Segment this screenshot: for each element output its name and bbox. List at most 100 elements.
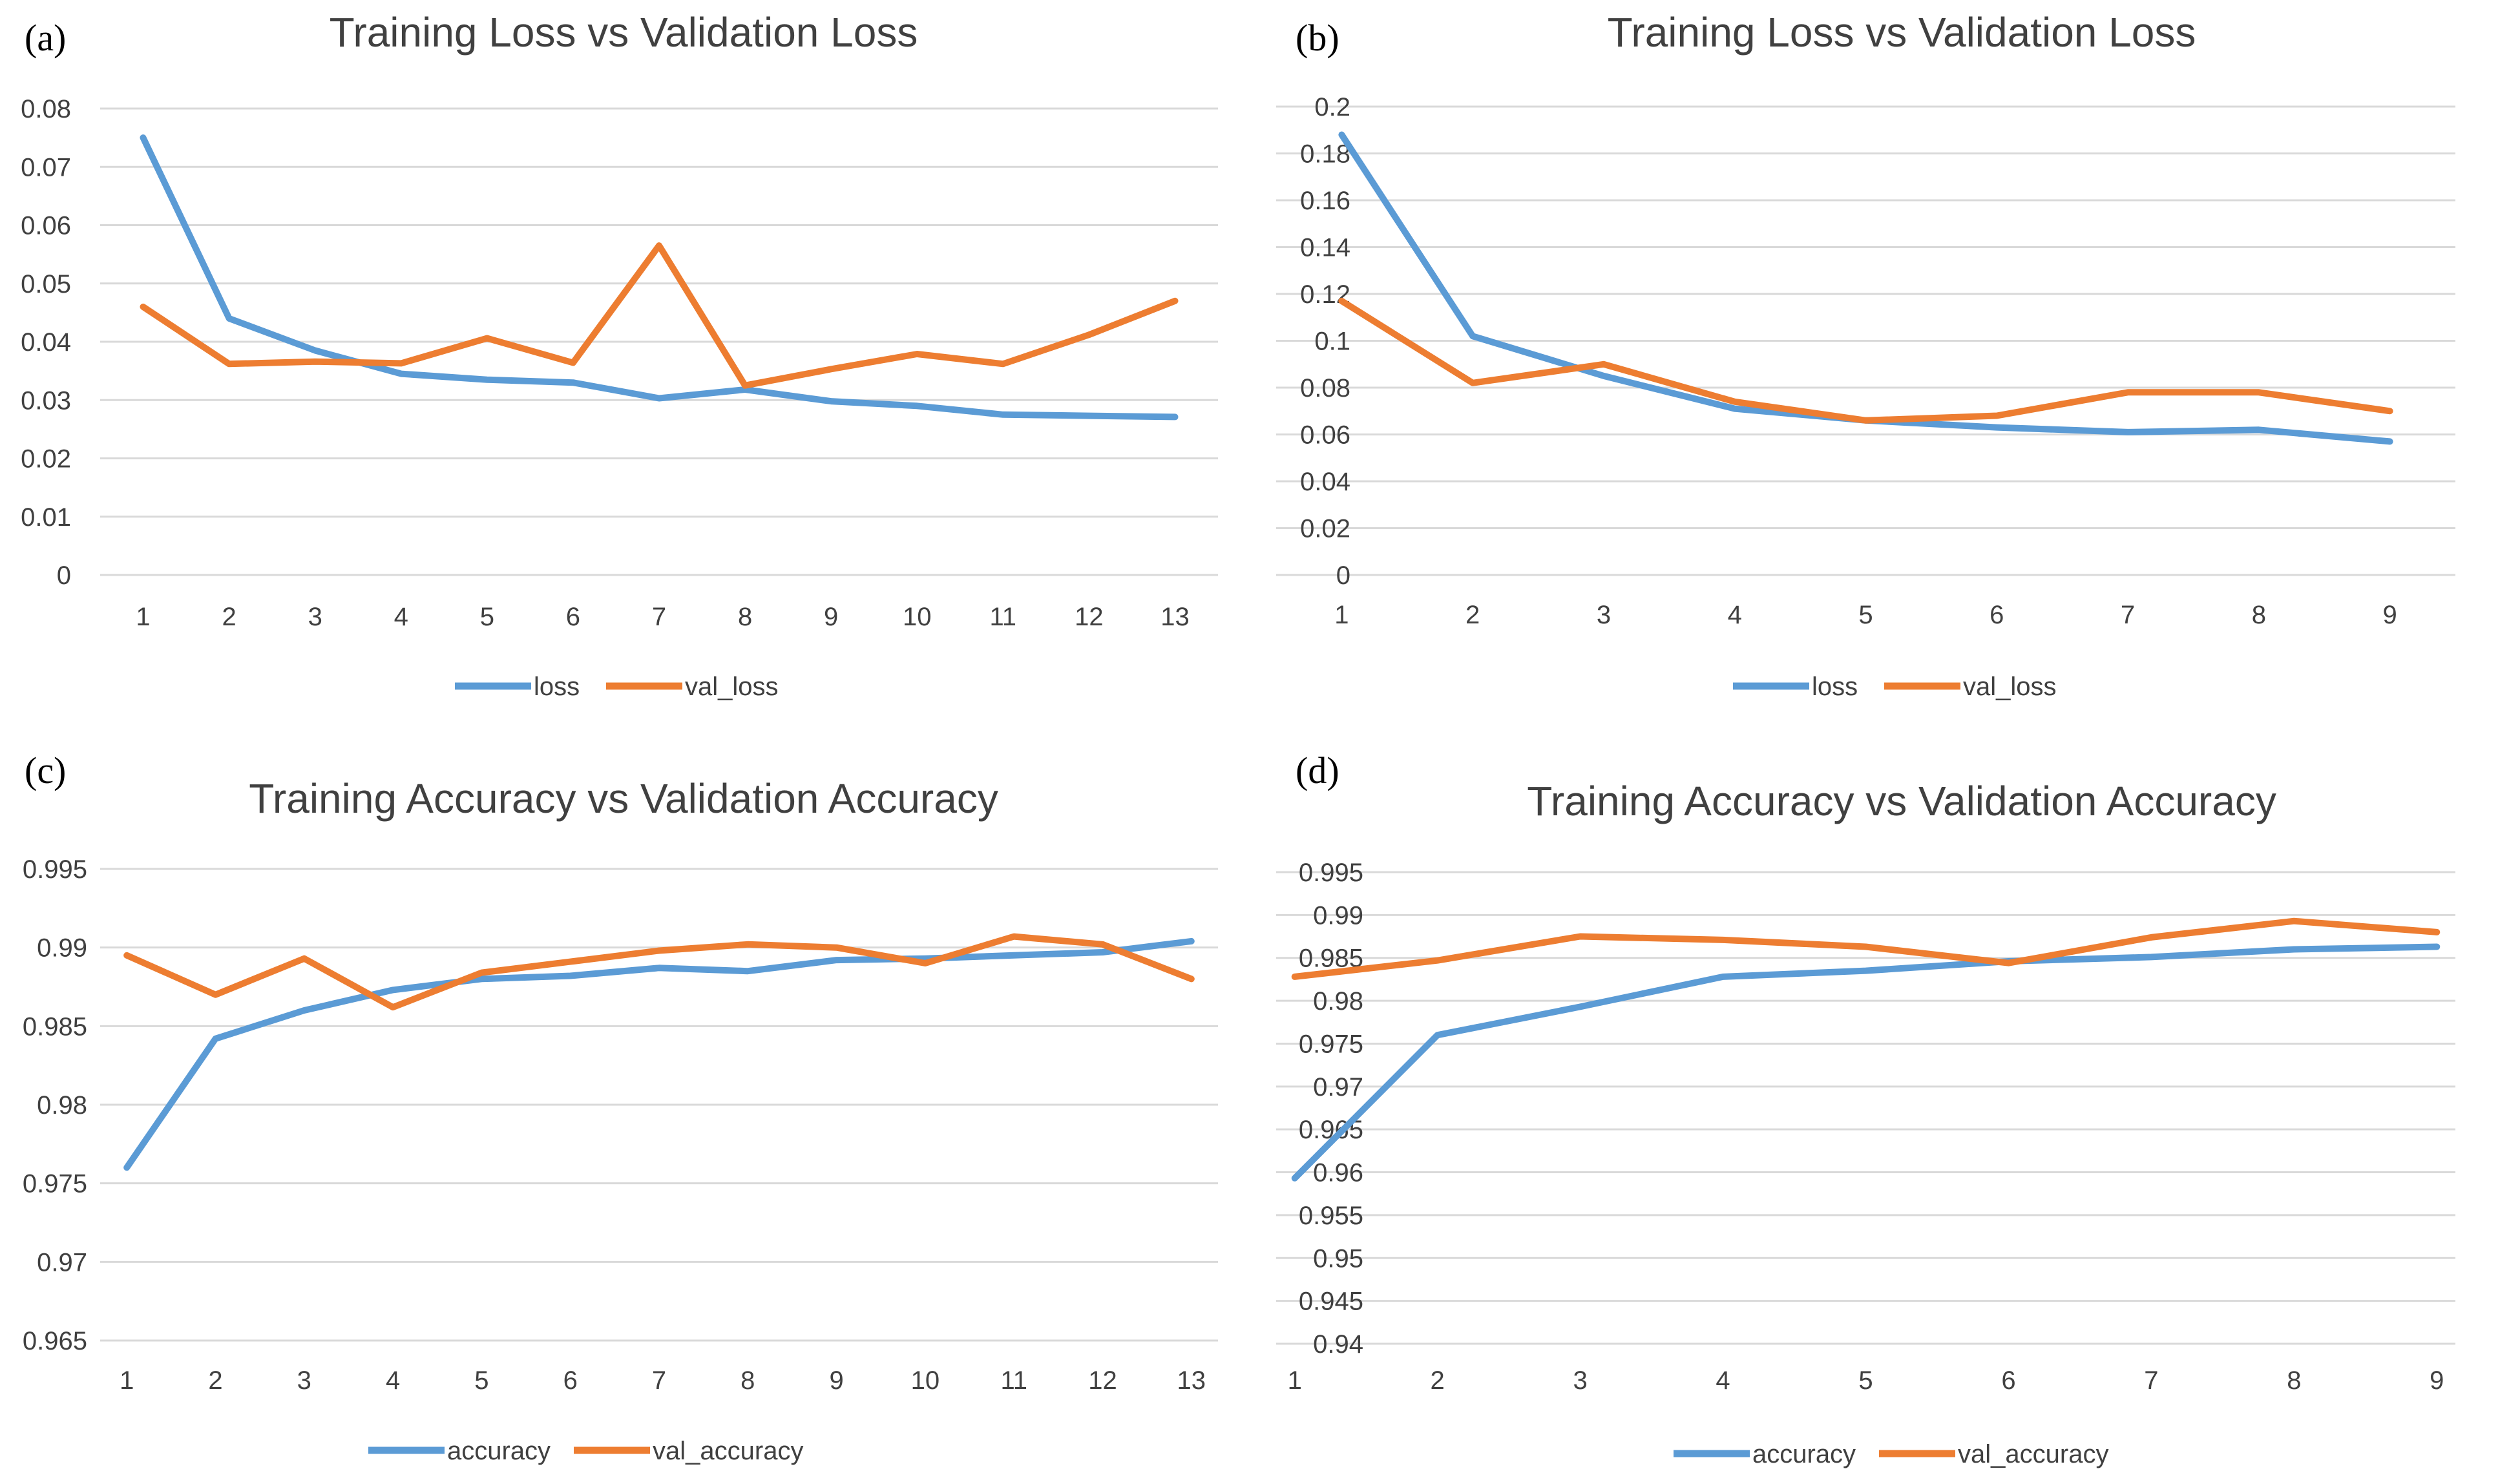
data-point [398, 360, 404, 366]
x-axis-tick-labels: 1 2 3 4 5 6 7 8 9 [1288, 1366, 2444, 1395]
data-point [2148, 954, 2154, 960]
x-tick-label: 7 [652, 603, 666, 631]
y-tick-label: 0.02 [21, 445, 71, 474]
x-tick-label: 10 [911, 1366, 940, 1395]
series-line-val_loss [140, 242, 1179, 389]
data-point [1434, 1032, 1440, 1038]
x-tick-label: 1 [1288, 1366, 1302, 1395]
data-point [2387, 439, 2393, 444]
legend: accuracy val_accuracy [368, 1437, 803, 1465]
x-tick-label: 11 [1000, 1366, 1027, 1395]
data-point [1011, 952, 1017, 958]
data-point [1100, 941, 1106, 947]
data-point [2006, 960, 2011, 966]
data-point [2256, 427, 2262, 433]
x-tick-label: 5 [1858, 1366, 1873, 1395]
data-point [834, 945, 839, 950]
data-point [1863, 944, 1869, 950]
data-point [484, 335, 490, 341]
series-points-val_accuracy [1292, 918, 2440, 979]
y-tick-label: 0.975 [23, 1170, 87, 1198]
data-point [312, 348, 318, 353]
data-point [124, 952, 130, 958]
data-point [1172, 298, 1178, 304]
y-tick-label: 0.03 [21, 386, 71, 415]
x-tick-label: 4 [386, 1366, 400, 1395]
data-point [570, 380, 576, 386]
data-point [301, 1008, 307, 1013]
data-point [1732, 406, 1738, 412]
x-tick-label: 5 [1858, 601, 1873, 629]
legend-label: accuracy [447, 1437, 551, 1465]
data-point [1339, 132, 1345, 138]
legend-item: val_loss [606, 673, 779, 701]
data-point [1577, 934, 1583, 939]
y-tick-label: 0.94 [1313, 1330, 1363, 1359]
x-tick-label: 4 [1728, 601, 1742, 629]
x-axis-tick-labels: 1 2 3 4 5 6 7 8 9 [1334, 601, 2397, 629]
y-axis-tick-labels: 0.940.9450.950.9550.960.9650.970.9750.98… [1299, 859, 1363, 1359]
y-tick-label: 0.06 [21, 212, 71, 240]
y-tick-label: 0.97 [1313, 1073, 1363, 1101]
data-point [2434, 944, 2440, 950]
data-point [1994, 424, 2000, 430]
legend-item: val_accuracy [574, 1437, 803, 1465]
x-tick-label: 6 [566, 603, 580, 631]
data-point [1720, 937, 1726, 943]
x-tick-label: 7 [652, 1366, 666, 1395]
data-point [1863, 968, 1869, 974]
x-tick-label: 8 [738, 603, 752, 631]
data-point [140, 135, 146, 141]
data-point [1011, 934, 1017, 939]
data-point [312, 359, 318, 364]
y-tick-label: 0.98 [37, 1091, 87, 1120]
data-point [656, 948, 662, 954]
data-point [745, 968, 751, 974]
data-point [834, 957, 839, 963]
chart-title: Training Loss vs Validation Loss [330, 9, 918, 56]
y-tick-label: 0.1 [1314, 328, 1350, 356]
data-point [922, 961, 928, 966]
chart-title: Training Accuracy vs Validation Accuracy [1527, 778, 2276, 824]
series-points-val_loss [140, 243, 1178, 388]
chart-panel-4: (d) Training Accuracy vs Validation Accur… [1276, 749, 2455, 1468]
legend-label: val_accuracy [653, 1437, 803, 1465]
series-points-accuracy [124, 938, 1194, 1171]
legend-item: loss [1733, 673, 1858, 701]
data-point [2291, 946, 2297, 952]
y-tick-label: 0.99 [1313, 901, 1363, 930]
data-point [213, 992, 218, 997]
data-point [1601, 373, 1606, 379]
y-tick-label: 0.05 [21, 270, 71, 298]
x-tick-label: 1 [1334, 601, 1349, 629]
x-tick-label: 11 [990, 603, 1017, 631]
data-point [914, 403, 920, 409]
x-tick-label: 6 [563, 1366, 578, 1395]
y-tick-label: 0.04 [1300, 468, 1350, 496]
y-tick-label: 0.955 [1299, 1202, 1363, 1230]
data-point [213, 1036, 218, 1041]
y-tick-label: 0.01 [21, 503, 71, 532]
data-point [2434, 929, 2440, 935]
legend-label: loss [534, 673, 580, 701]
series-points-accuracy [1292, 944, 2440, 1181]
data-point [1994, 413, 2000, 419]
y-tick-label: 0.985 [23, 1012, 87, 1041]
gridlines [1276, 105, 2455, 576]
data-point [2256, 390, 2262, 395]
data-point [567, 959, 573, 965]
x-tick-label: 4 [394, 603, 408, 631]
y-tick-label: 0.965 [23, 1327, 87, 1355]
y-tick-label: 0.97 [37, 1248, 87, 1277]
data-point [742, 382, 748, 388]
data-point [2148, 934, 2154, 940]
y-tick-label: 0.96 [1313, 1159, 1363, 1187]
series-line-loss [140, 134, 1179, 421]
data-point [390, 987, 396, 993]
data-point [1339, 298, 1345, 304]
data-point [124, 1165, 130, 1171]
y-tick-label: 0.16 [1300, 187, 1350, 215]
x-tick-label: 13 [1177, 1366, 1206, 1395]
legend-label: val_accuracy [1958, 1440, 2108, 1468]
y-tick-label: 0.14 [1300, 234, 1350, 262]
